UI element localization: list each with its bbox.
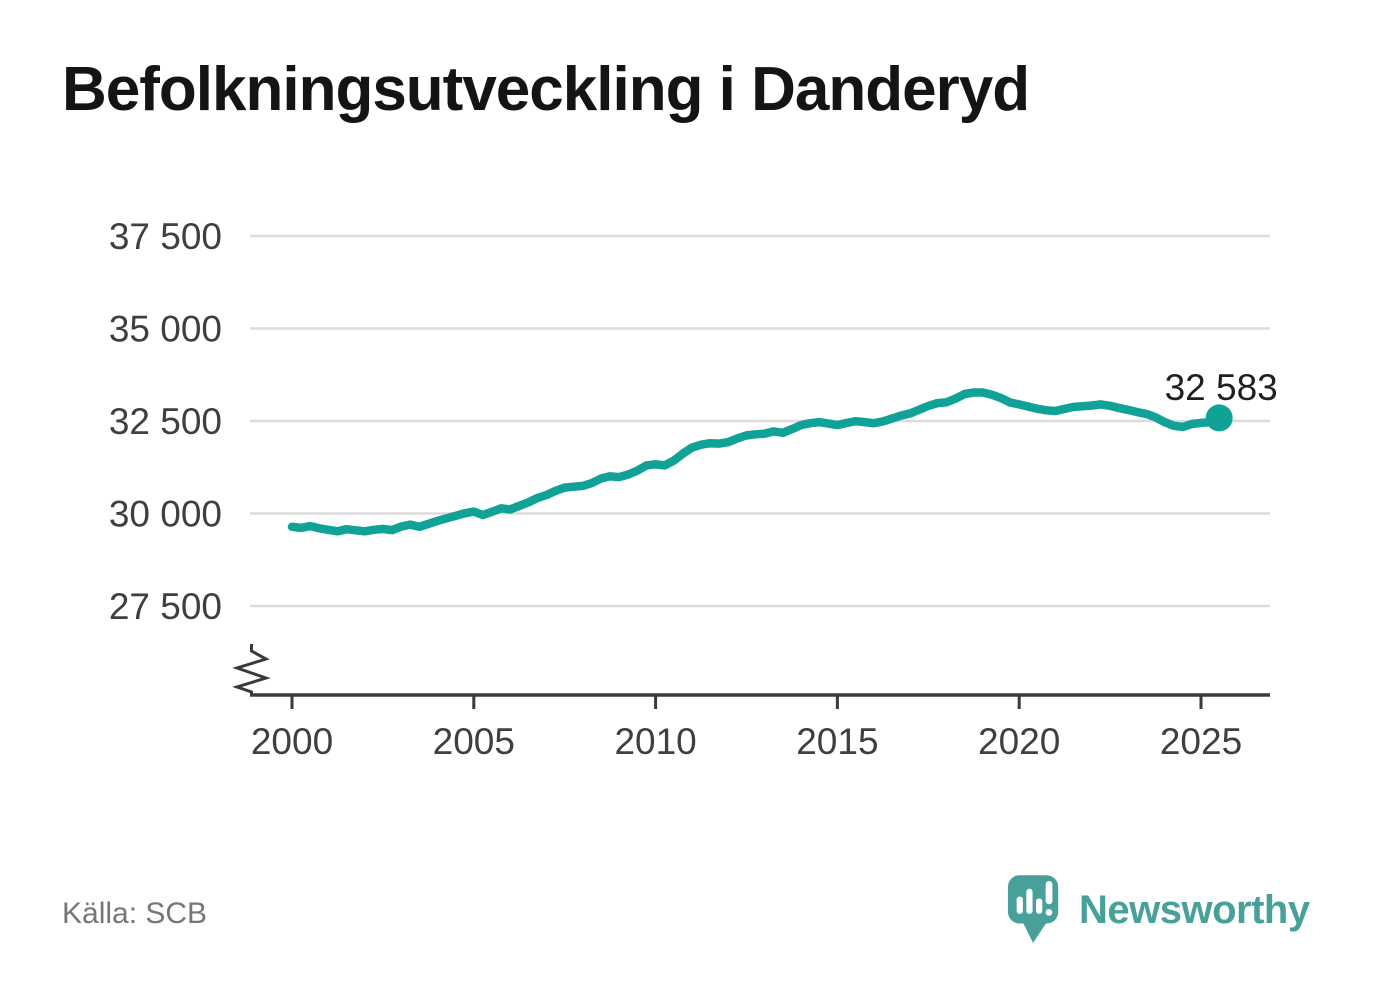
newsworthy-logo: Newsworthy (1006, 872, 1310, 948)
logo-bar-1 (1016, 896, 1023, 914)
logo-bar-2 (1026, 888, 1033, 914)
y-tick-label: 27 500 (109, 586, 222, 627)
x-tick-label: 2010 (614, 721, 696, 762)
x-tick-label: 2000 (251, 721, 333, 762)
newsworthy-logo-icon (1007, 875, 1059, 943)
logo-bar-3 (1035, 898, 1043, 914)
y-tick-label: 35 000 (109, 309, 222, 350)
y-tick-label: 30 000 (109, 494, 222, 535)
newsworthy-wordmark: Newsworthy (1079, 887, 1310, 932)
y-tick-label: 37 500 (109, 216, 222, 257)
logo-exclamation-dot (1045, 909, 1053, 916)
x-tick-label: 2020 (978, 721, 1060, 762)
x-tick-label: 2025 (1160, 721, 1242, 762)
logo-exclamation-bar (1045, 881, 1053, 905)
x-tick-label: 2015 (796, 721, 878, 762)
x-tick-label: 2005 (433, 721, 515, 762)
latest-value-label: 32 583 (1165, 367, 1278, 408)
y-tick-label: 32 500 (109, 401, 222, 442)
logo-bubble-tail (1021, 919, 1049, 943)
latest-point-marker (1205, 404, 1233, 432)
source-note: Källa: SCB (62, 897, 208, 930)
population-line (287, 388, 1224, 536)
axis-break-icon (232, 644, 271, 695)
chart-title: Befolkningsutveckling i Danderyd (62, 55, 1030, 124)
